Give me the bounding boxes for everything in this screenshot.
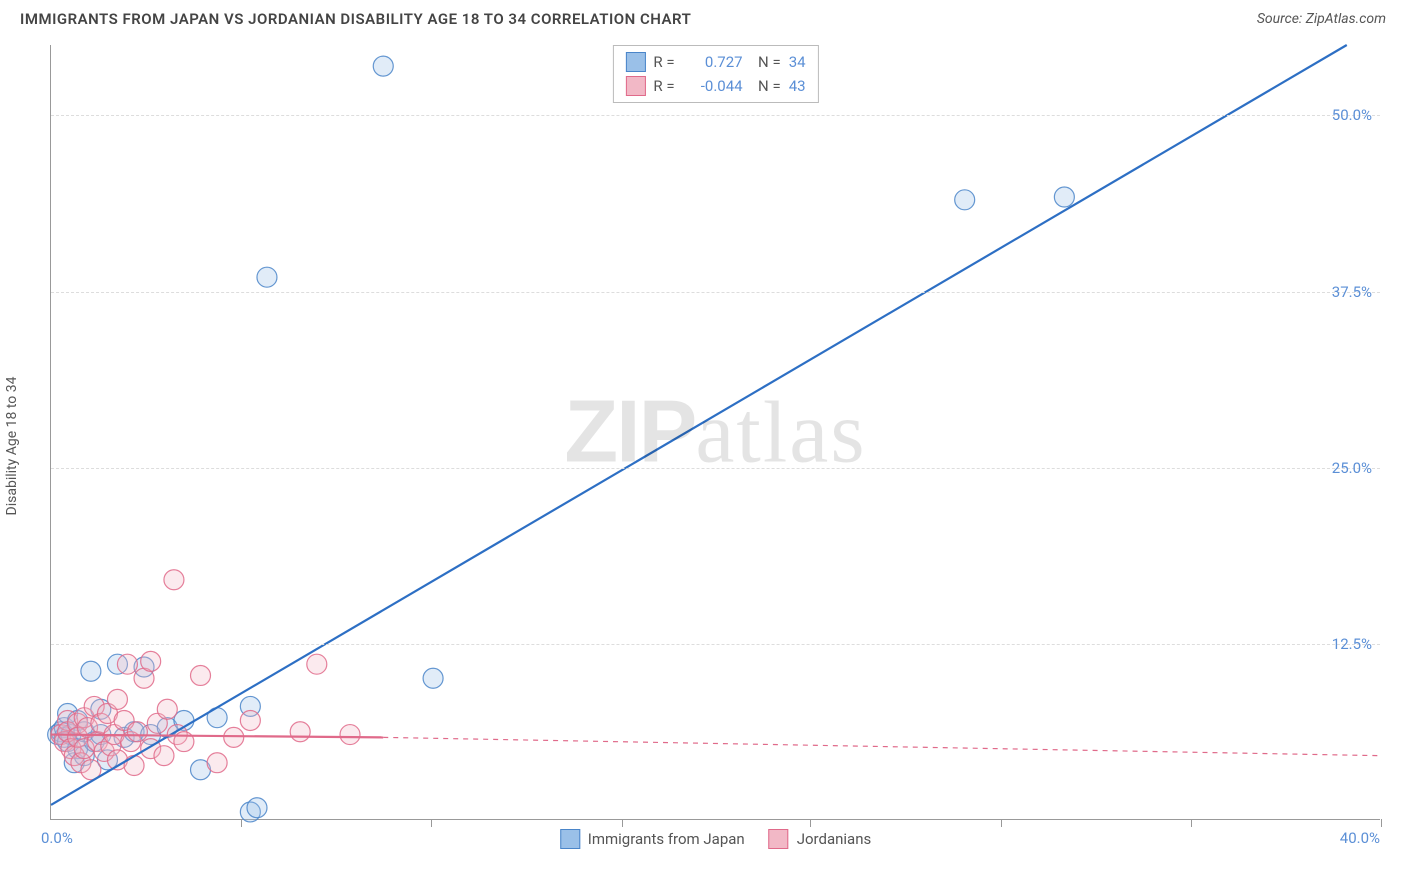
data-point	[157, 699, 177, 719]
y-tick-label: 25.0%	[1332, 459, 1372, 477]
data-point	[81, 661, 101, 681]
x-tick-max: 40.0%	[1340, 829, 1380, 847]
x-tick-mark	[1191, 819, 1192, 827]
swatch-series-1	[625, 76, 645, 96]
data-point	[117, 654, 137, 674]
gridline-h	[51, 468, 1380, 469]
x-tick-min: 0.0%	[41, 829, 73, 847]
legend-label-1: Jordanians	[797, 830, 872, 848]
data-point	[224, 727, 244, 747]
x-tick-mark	[431, 819, 432, 827]
r-label: R =	[653, 77, 674, 95]
data-point	[240, 711, 260, 731]
y-tick-label: 50.0%	[1332, 106, 1372, 124]
legend-swatch-1	[769, 829, 789, 849]
data-point	[164, 570, 184, 590]
correlation-legend: R = 0.727 N = 34 R = -0.044 N = 43	[612, 45, 818, 103]
data-point	[141, 651, 161, 671]
legend-label-0: Immigrants from Japan	[588, 830, 745, 848]
data-point	[290, 722, 310, 742]
data-point	[307, 654, 327, 674]
gridline-h	[51, 292, 1380, 293]
y-tick-label: 12.5%	[1332, 635, 1372, 653]
legend-item-0: Immigrants from Japan	[560, 829, 745, 849]
x-tick-mark	[1001, 819, 1002, 827]
chart-svg	[51, 45, 1380, 819]
gridline-h	[51, 644, 1380, 645]
chart-plot-area: ZIPatlas R = 0.727 N = 34 R = -0.044 N =…	[50, 45, 1380, 820]
x-tick-mark	[810, 819, 811, 827]
n-label: N =	[751, 77, 781, 95]
data-point	[154, 746, 174, 766]
data-point	[127, 722, 147, 742]
x-tick-mark	[622, 819, 623, 827]
r-value-1: -0.044	[683, 77, 743, 95]
n-value-1: 43	[789, 77, 806, 95]
data-point	[955, 190, 975, 210]
data-point	[257, 267, 277, 287]
legend-swatch-0	[560, 829, 580, 849]
series-legend: Immigrants from Japan Jordanians	[560, 829, 871, 849]
gridline-h	[51, 115, 1380, 116]
x-tick-mark	[241, 819, 242, 827]
trend-line	[51, 45, 1347, 805]
chart-title: IMMIGRANTS FROM JAPAN VS JORDANIAN DISAB…	[20, 10, 691, 28]
data-point	[1054, 187, 1074, 207]
n-value-0: 34	[789, 53, 806, 71]
legend-item-1: Jordanians	[769, 829, 872, 849]
data-point	[423, 668, 443, 688]
chart-header: IMMIGRANTS FROM JAPAN VS JORDANIAN DISAB…	[0, 0, 1406, 34]
trend-line-extrapolated	[383, 737, 1380, 755]
data-point	[207, 753, 227, 773]
r-value-0: 0.727	[683, 53, 743, 71]
legend-row-series-1: R = -0.044 N = 43	[625, 74, 805, 98]
data-point	[124, 756, 144, 776]
n-label: N =	[751, 53, 781, 71]
y-tick-label: 37.5%	[1332, 283, 1372, 301]
data-point	[373, 56, 393, 76]
r-label: R =	[653, 53, 674, 71]
legend-row-series-0: R = 0.727 N = 34	[625, 50, 805, 74]
data-point	[191, 665, 211, 685]
data-point	[340, 725, 360, 745]
swatch-series-0	[625, 52, 645, 72]
chart-source: Source: ZipAtlas.com	[1257, 11, 1386, 27]
data-point	[247, 798, 267, 818]
data-point	[107, 689, 127, 709]
y-axis-label: Disability Age 18 to 34	[4, 377, 20, 516]
x-tick-mark	[1381, 819, 1382, 827]
